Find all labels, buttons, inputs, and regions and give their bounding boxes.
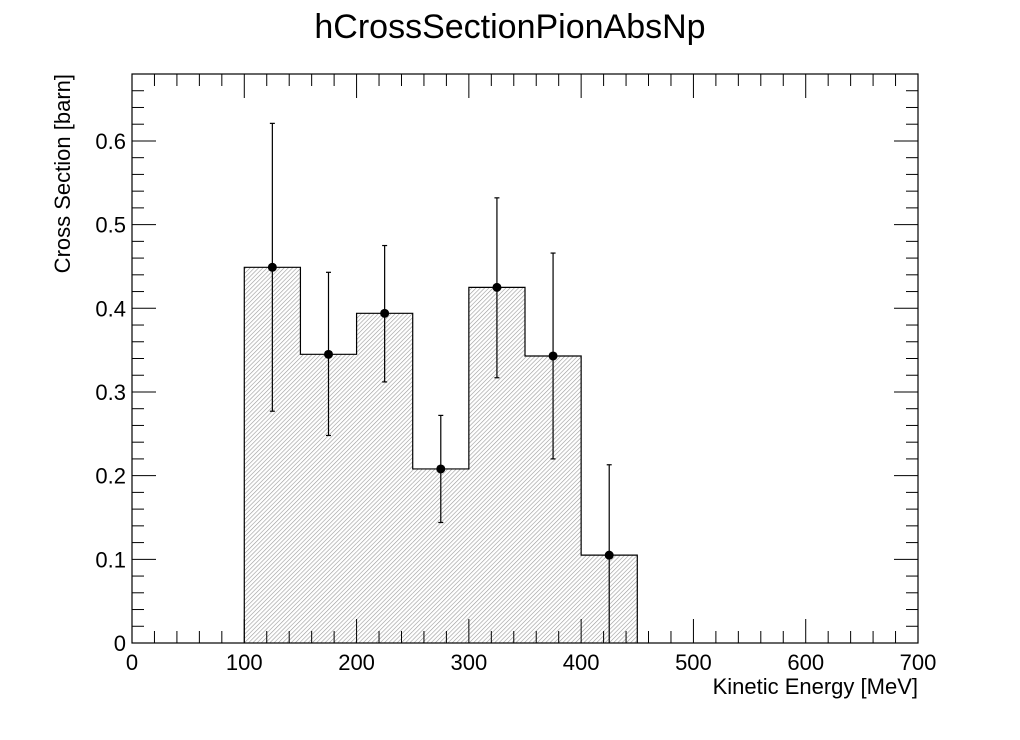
data-point-1	[267, 262, 277, 272]
y-tick-label: 0.6	[95, 129, 126, 154]
x-tick-label: 400	[563, 650, 600, 675]
x-tick-label: 500	[675, 650, 712, 675]
y-axis-label: Cross Section [barn]	[50, 74, 75, 273]
data-point-5	[492, 282, 502, 292]
error-bars	[267, 122, 614, 643]
data-point-7	[604, 550, 614, 560]
data-point-6	[548, 351, 558, 361]
x-tick-label: 300	[450, 650, 487, 675]
data-point-3	[380, 308, 390, 318]
x-tick-label: 700	[900, 650, 937, 675]
x-tick-label: 200	[338, 650, 375, 675]
y-tick-label: 0	[114, 631, 126, 656]
chart-title: hCrossSectionPionAbsNp	[314, 8, 705, 46]
y-tick-label: 0.2	[95, 464, 126, 489]
axis-ticks: 0 100 200 300 400 500 600 700 0 0.1 0.2 0.3 0.4 0.5 0.…	[95, 73, 937, 675]
x-tick-label: 100	[226, 650, 263, 675]
y-tick-label: 0.5	[95, 213, 126, 238]
y-tick-label: 0.1	[95, 547, 126, 572]
y-tick-label: 0.4	[95, 296, 126, 321]
x-tick-label: 0	[126, 650, 138, 675]
x-axis-label: Kinetic Energy [MeV]	[713, 674, 918, 699]
y-tick-label: 0.3	[95, 380, 126, 405]
x-tick-label: 600	[787, 650, 824, 675]
data-point-4	[436, 464, 446, 474]
data-point-2	[324, 349, 333, 359]
